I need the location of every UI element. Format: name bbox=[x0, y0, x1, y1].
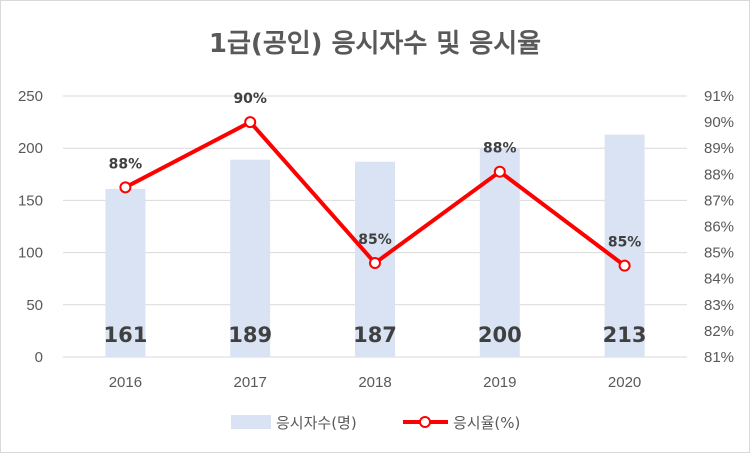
bar-value-label: 189 bbox=[228, 323, 272, 347]
x-tick-label: 2018 bbox=[358, 374, 391, 391]
rate-value-label: 88% bbox=[109, 156, 143, 172]
rate-value-label: 85% bbox=[608, 235, 642, 251]
bar-value-label: 200 bbox=[478, 323, 522, 347]
rate-marker bbox=[119, 181, 132, 194]
y-right-tick-label: 88% bbox=[704, 166, 734, 183]
y-right-tick-label: 90% bbox=[704, 114, 734, 131]
y-right-tick-label: 82% bbox=[704, 323, 734, 340]
x-tick-label: 2017 bbox=[234, 374, 267, 391]
y-right-tick-label: 89% bbox=[704, 140, 734, 157]
bar-value-label: 187 bbox=[353, 323, 397, 347]
y-left-tick-label: 50 bbox=[26, 297, 43, 314]
rate-marker bbox=[244, 116, 257, 129]
y-left-tick-label: 250 bbox=[18, 88, 43, 105]
y-left-tick-label: 0 bbox=[35, 349, 43, 366]
y-left-tick-label: 150 bbox=[18, 192, 43, 209]
y-left-tick-label: 200 bbox=[18, 140, 43, 157]
rate-value-label: 90% bbox=[233, 91, 267, 107]
y-right-tick-label: 86% bbox=[704, 219, 734, 236]
y-right-tick-label: 85% bbox=[704, 245, 734, 262]
y-right-tick-label: 87% bbox=[704, 192, 734, 209]
legend-line-marker bbox=[419, 416, 431, 428]
x-tick-label: 2019 bbox=[483, 374, 516, 391]
y-right-tick-label: 84% bbox=[704, 271, 734, 288]
bar-value-label: 161 bbox=[103, 323, 147, 347]
rate-marker bbox=[493, 165, 506, 178]
y-right-tick-label: 83% bbox=[704, 297, 734, 314]
chart-title: 1급(공인) 응시자수 및 응시율 bbox=[208, 29, 542, 59]
y-right-tick-label: 91% bbox=[704, 88, 734, 105]
bar bbox=[604, 134, 645, 357]
legend-line-label: 응시율(%) bbox=[453, 414, 520, 432]
rate-value-label: 85% bbox=[358, 232, 392, 248]
y-left-tick-label: 100 bbox=[18, 245, 43, 262]
bar-value-label: 213 bbox=[603, 323, 647, 347]
y-right-tick-label: 81% bbox=[704, 349, 734, 366]
x-tick-label: 2020 bbox=[608, 374, 641, 391]
x-tick-label: 2016 bbox=[109, 374, 142, 391]
bar bbox=[105, 188, 146, 357]
rate-marker bbox=[618, 259, 631, 272]
legend-bar-label: 응시자수(명) bbox=[276, 414, 357, 432]
rate-value-label: 88% bbox=[483, 141, 517, 157]
rate-marker bbox=[369, 257, 381, 270]
legend-bar-swatch bbox=[231, 415, 271, 429]
bar bbox=[230, 159, 271, 357]
